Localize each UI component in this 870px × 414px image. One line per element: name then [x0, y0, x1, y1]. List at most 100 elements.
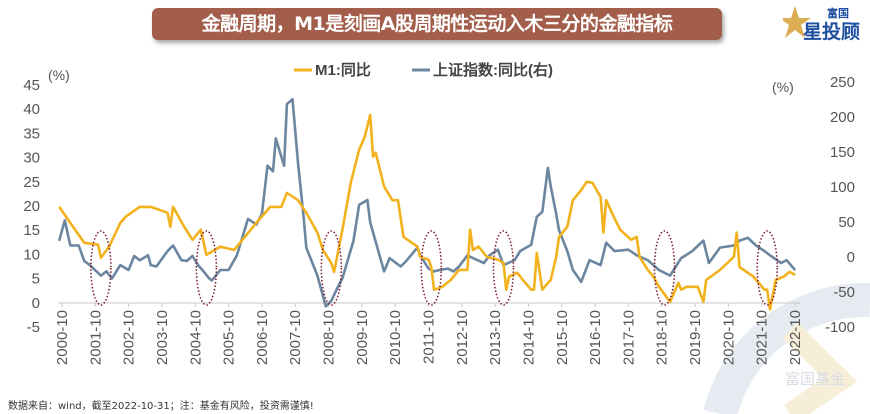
data-point-m1 — [458, 269, 460, 271]
data-point-m1 — [536, 252, 538, 254]
data-point-m1 — [125, 216, 127, 218]
data-point-shanghai-index — [680, 257, 682, 259]
trough-highlight-ellipse — [492, 230, 515, 306]
data-point-shanghai-index — [69, 244, 71, 247]
data-point-m1 — [522, 279, 524, 281]
data-point-shanghai-index — [341, 277, 344, 279]
data-point-m1 — [364, 136, 366, 138]
trough-highlight-ellipse — [420, 230, 443, 306]
data-point-m1 — [108, 246, 110, 248]
data-point-m1 — [794, 274, 796, 276]
data-point-shanghai-index — [366, 199, 369, 201]
right-tick-label: 250 — [830, 74, 855, 91]
data-point-shanghai-index — [358, 204, 360, 206]
data-point-m1 — [333, 271, 335, 273]
data-point-shanghai-index — [78, 244, 80, 247]
data-point-m1 — [619, 229, 621, 231]
data-point-m1 — [702, 301, 704, 303]
data-point-shanghai-index — [433, 270, 435, 272]
data-point-shanghai-index — [383, 270, 385, 272]
data-point-m1 — [172, 206, 174, 208]
data-point-shanghai-index — [166, 250, 169, 252]
data-point-shanghai-index — [100, 275, 102, 277]
watermark-text: 富国基金 — [785, 370, 846, 388]
data-point-m1 — [305, 212, 307, 214]
data-point-m1 — [200, 229, 202, 231]
data-point-shanghai-index — [566, 250, 568, 252]
data-point-shanghai-index — [119, 264, 121, 266]
data-point-shanghai-index — [488, 254, 491, 256]
data-point-m1 — [766, 289, 768, 291]
data-point-shanghai-index — [266, 165, 269, 167]
data-point-m1 — [477, 246, 480, 248]
fullgoal-star-advisor-logo: 富国 星投顾 — [783, 6, 860, 43]
data-point-m1 — [783, 276, 785, 278]
x-tick-label: 2006-10 — [254, 310, 271, 365]
data-point-m1 — [774, 279, 777, 281]
data-point-shanghai-index — [128, 269, 130, 271]
x-tick-label: 2013-10 — [487, 310, 504, 365]
left-tick-label: 35 — [23, 125, 40, 142]
data-point-shanghai-index — [580, 281, 582, 283]
data-point-shanghai-index — [208, 277, 210, 279]
data-point-m1 — [269, 206, 271, 208]
data-point-m1 — [638, 256, 641, 258]
logo-top-text: 富国 — [827, 6, 849, 20]
data-point-shanghai-index — [302, 216, 305, 218]
data-point-m1 — [433, 289, 435, 291]
right-axis-ticks: -100 -50 0 50 100 150 200 250 — [825, 74, 855, 336]
left-tick-label: 45 — [23, 77, 40, 94]
x-tick-label: 2018-10 — [654, 310, 671, 365]
data-point-m1 — [533, 289, 535, 291]
data-point-m1 — [550, 279, 552, 281]
data-point-shanghai-index — [180, 259, 182, 261]
data-point-shanghai-index — [352, 240, 355, 242]
x-tick-label: 2007-10 — [287, 310, 304, 365]
data-point-shanghai-index — [550, 185, 552, 187]
data-point-shanghai-index — [747, 237, 749, 239]
data-point-shanghai-index — [780, 262, 782, 264]
x-tick-label: 2020-10 — [720, 310, 737, 365]
left-tick-label: 40 — [23, 101, 40, 118]
data-point-shanghai-index — [286, 103, 288, 105]
data-point-m1 — [502, 262, 505, 264]
data-point-shanghai-index — [755, 244, 757, 247]
data-point-shanghai-index — [147, 254, 149, 256]
left-tick-label: 30 — [23, 150, 40, 167]
data-point-m1 — [241, 239, 244, 241]
data-point-m1 — [316, 231, 319, 234]
data-point-shanghai-index — [658, 269, 660, 271]
data-point-shanghai-index — [605, 242, 607, 244]
data-point-m1 — [738, 266, 741, 268]
data-point-shanghai-index — [572, 269, 574, 271]
right-axis-unit: (%) — [772, 79, 794, 95]
data-point-shanghai-index — [64, 219, 66, 221]
annotation-ellipses — [90, 230, 778, 306]
data-point-m1 — [630, 239, 632, 241]
data-point-m1 — [572, 199, 574, 201]
data-point-shanghai-index — [236, 254, 238, 256]
data-point-shanghai-index — [283, 165, 285, 167]
data-point-shanghai-index — [497, 249, 499, 251]
data-point-shanghai-index — [227, 269, 230, 271]
data-point-m1 — [505, 289, 507, 291]
x-tick-label: 2012-10 — [454, 310, 471, 365]
data-point-shanghai-index — [211, 279, 213, 282]
trough-highlight-ellipse — [195, 230, 218, 306]
data-point-shanghai-index — [325, 305, 327, 307]
left-axis-unit: (%) — [48, 67, 70, 83]
trough-highlight-ellipse — [320, 230, 343, 306]
right-tick-label: -100 — [825, 319, 855, 336]
data-point-m1 — [100, 257, 102, 259]
data-point-shanghai-index — [330, 300, 332, 302]
data-point-shanghai-index — [708, 262, 710, 264]
data-point-m1 — [547, 282, 549, 284]
data-point-m1 — [341, 229, 344, 231]
x-tick-label: 2002-10 — [121, 310, 138, 365]
data-point-m1 — [166, 212, 169, 214]
x-tick-label: 2000-10 — [54, 310, 71, 365]
logo-bottom-text: 星投顾 — [803, 20, 860, 43]
data-point-m1 — [427, 259, 430, 261]
data-point-shanghai-index — [439, 269, 441, 271]
trough-highlight-ellipse — [90, 230, 112, 306]
